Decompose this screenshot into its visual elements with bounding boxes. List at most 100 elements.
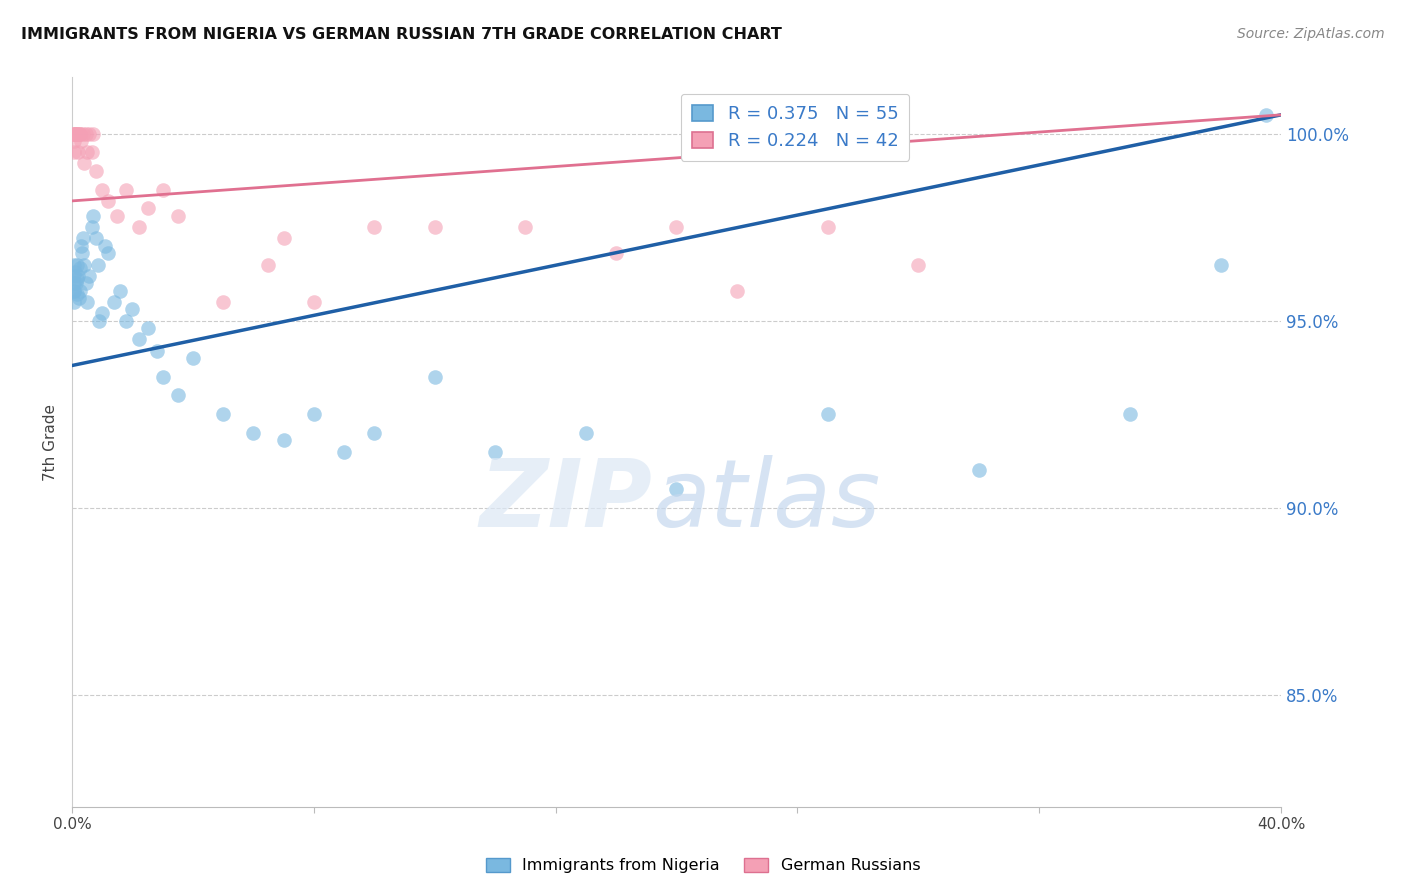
Point — [212, 407, 235, 421]
Point — [605, 246, 627, 260]
Point — [63, 294, 86, 309]
Point — [73, 258, 96, 272]
Point — [65, 276, 87, 290]
Point — [166, 388, 188, 402]
Point — [69, 284, 91, 298]
Point — [62, 258, 84, 272]
Point — [72, 231, 94, 245]
Point — [72, 127, 94, 141]
Point — [82, 127, 104, 141]
Point — [66, 127, 89, 141]
Point — [75, 276, 97, 290]
Point — [65, 127, 87, 141]
Point — [77, 268, 100, 283]
Point — [115, 183, 138, 197]
Point — [65, 272, 87, 286]
Point — [67, 145, 90, 160]
Point — [63, 284, 86, 298]
Point — [121, 302, 143, 317]
Point — [110, 284, 132, 298]
Point — [84, 231, 107, 245]
Point — [484, 444, 506, 458]
Text: ZIP: ZIP — [479, 455, 652, 547]
Point — [273, 434, 295, 448]
Point — [363, 425, 385, 440]
Point — [62, 134, 84, 148]
Point — [76, 145, 98, 160]
Point — [62, 127, 84, 141]
Point — [62, 268, 84, 283]
Point — [63, 127, 86, 141]
Point — [70, 246, 93, 260]
Point — [69, 127, 91, 141]
Point — [67, 127, 90, 141]
Legend: Immigrants from Nigeria, German Russians: Immigrants from Nigeria, German Russians — [479, 851, 927, 880]
Point — [94, 239, 117, 253]
Point — [84, 164, 107, 178]
Point — [103, 294, 125, 309]
Point — [115, 313, 138, 327]
Point — [817, 220, 839, 235]
Point — [967, 463, 990, 477]
Point — [62, 145, 84, 160]
Text: Source: ZipAtlas.com: Source: ZipAtlas.com — [1237, 27, 1385, 41]
Point — [80, 220, 103, 235]
Point — [63, 265, 86, 279]
Point — [63, 127, 86, 141]
Point — [136, 321, 159, 335]
Point — [65, 127, 87, 141]
Point — [91, 183, 114, 197]
Point — [80, 145, 103, 160]
Point — [363, 220, 385, 235]
Point — [242, 425, 264, 440]
Point — [75, 127, 97, 141]
Point — [67, 291, 90, 305]
Point — [302, 407, 325, 421]
Point — [63, 127, 86, 141]
Point — [575, 425, 598, 440]
Point — [67, 268, 90, 283]
Point — [181, 351, 204, 365]
Point — [89, 313, 111, 327]
Point — [725, 284, 748, 298]
Point — [166, 209, 188, 223]
Point — [302, 294, 325, 309]
Point — [82, 209, 104, 223]
Point — [212, 294, 235, 309]
Point — [97, 194, 120, 208]
Point — [97, 246, 120, 260]
Point — [76, 294, 98, 309]
Point — [69, 261, 91, 276]
Point — [77, 127, 100, 141]
Point — [70, 239, 93, 253]
Point — [128, 220, 150, 235]
Point — [1254, 108, 1277, 122]
Point — [62, 276, 84, 290]
Point — [91, 306, 114, 320]
Point — [515, 220, 537, 235]
Y-axis label: 7th Grade: 7th Grade — [44, 404, 58, 481]
Point — [145, 343, 167, 358]
Point — [136, 202, 159, 216]
Text: atlas: atlas — [652, 455, 880, 546]
Point — [66, 258, 89, 272]
Point — [105, 209, 128, 223]
Point — [62, 284, 84, 298]
Text: IMMIGRANTS FROM NIGERIA VS GERMAN RUSSIAN 7TH GRADE CORRELATION CHART: IMMIGRANTS FROM NIGERIA VS GERMAN RUSSIA… — [21, 27, 782, 42]
Point — [423, 220, 446, 235]
Legend: R = 0.375   N = 55, R = 0.224   N = 42: R = 0.375 N = 55, R = 0.224 N = 42 — [681, 94, 910, 161]
Point — [423, 369, 446, 384]
Point — [152, 369, 174, 384]
Point — [907, 258, 929, 272]
Point — [273, 231, 295, 245]
Point — [65, 287, 87, 301]
Point — [257, 258, 280, 272]
Point — [73, 156, 96, 170]
Point — [333, 444, 356, 458]
Point — [1209, 258, 1232, 272]
Point — [817, 407, 839, 421]
Point — [1119, 407, 1142, 421]
Point — [70, 134, 93, 148]
Point — [665, 482, 688, 496]
Point — [665, 220, 688, 235]
